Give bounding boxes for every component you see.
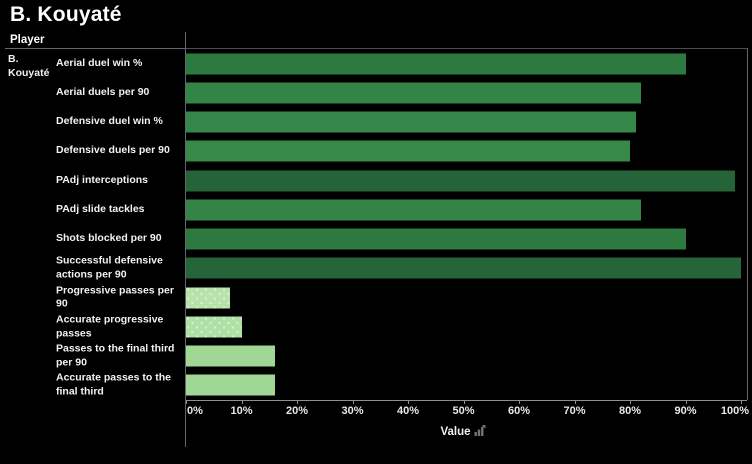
tick-mark [519,400,520,404]
table-row: Defensive duel win % [0,108,752,137]
category-label: Aerial duels per 90 [56,86,150,99]
tick-label: 90% [674,405,697,417]
table-row: Shots blocked per 90 [0,225,752,254]
table-row: Accurate progressive passes [0,312,752,341]
category-label: Progressive passes per 90 [56,283,174,310]
bar[interactable] [186,257,741,279]
pane-divider-left [185,32,186,447]
tick-label: 10% [230,405,253,417]
bar[interactable] [186,316,242,338]
x-axis-title[interactable]: Value [440,425,486,439]
category-label: Defensive duel win % [56,115,163,128]
tick-label: 40% [396,405,420,417]
category-label: Accurate passes to the final third [56,371,171,398]
category-label: PAdj interceptions [56,173,148,186]
table-row: Passes to the final third per 90 [0,342,752,371]
bar[interactable] [186,228,686,250]
tick-mark [630,400,631,404]
header-divider [5,48,185,49]
category-label: PAdj slide tackles [56,203,145,216]
sort-icon[interactable] [474,425,486,439]
bar[interactable] [186,199,642,221]
player-name: B. Kouyaté [8,53,50,80]
tick-label: 60% [507,405,531,417]
category-label: Aerial duel win % [56,56,143,69]
tick-label: 100% [720,405,749,417]
table-row: Accurate passes to the final third [0,371,752,400]
category-label: Successful defensive actions per 90 [56,254,163,281]
bar[interactable] [186,140,630,162]
tick-label: 30% [341,405,364,417]
tick-mark [297,400,298,404]
bar[interactable] [186,111,636,133]
category-label: Passes to the final third per 90 [56,342,175,369]
table-row: PAdj interceptions [0,166,752,195]
tick-label: 50% [452,405,475,417]
tick-label: 0% [187,405,203,417]
bar[interactable] [186,374,275,396]
table-row: Defensive duels per 90 [0,137,752,166]
tick-mark [408,400,409,404]
category-label: Defensive duels per 90 [56,144,170,157]
bar-rows: B. Kouyaté Aerial duel win % Aerial duels … [0,49,752,400]
table-row: B. Kouyaté Aerial duel win % [0,49,752,80]
page-title: B. Kouyaté [10,3,122,26]
category-label: Accurate progressive passes [56,313,164,339]
table-row: Progressive passes per 90 [0,283,752,312]
x-axis-title-label: Value [440,426,471,438]
category-label: Shots blocked per 90 [56,232,162,245]
bar[interactable] [186,53,686,75]
tick-mark [685,400,687,404]
table-row: Successful defensive actions per 90 [0,254,752,283]
tick-label: 20% [285,405,309,417]
tick-mark [574,400,576,404]
table-row: Aerial duels per 90 [0,78,752,107]
tick-label: 80% [618,405,642,417]
x-axis-ticks: 0% 10% 20% 30% 40% 50% 60% 70% 80% 90% 100% [186,400,749,420]
bar[interactable] [186,82,642,104]
tick-label: 70% [563,405,586,417]
tick-mark [463,400,465,404]
tick-mark [741,400,742,404]
bar[interactable] [186,345,275,367]
x-axis-line [186,400,747,401]
bar[interactable] [186,170,736,192]
tick-mark [241,400,243,404]
tick-mark [186,400,187,404]
tick-mark [352,400,354,404]
player-column-header[interactable]: Player [10,34,45,46]
pane-border-right [747,48,748,400]
bar[interactable] [186,287,231,309]
pane-border-top [186,48,747,49]
table-row: PAdj slide tackles [0,195,752,224]
